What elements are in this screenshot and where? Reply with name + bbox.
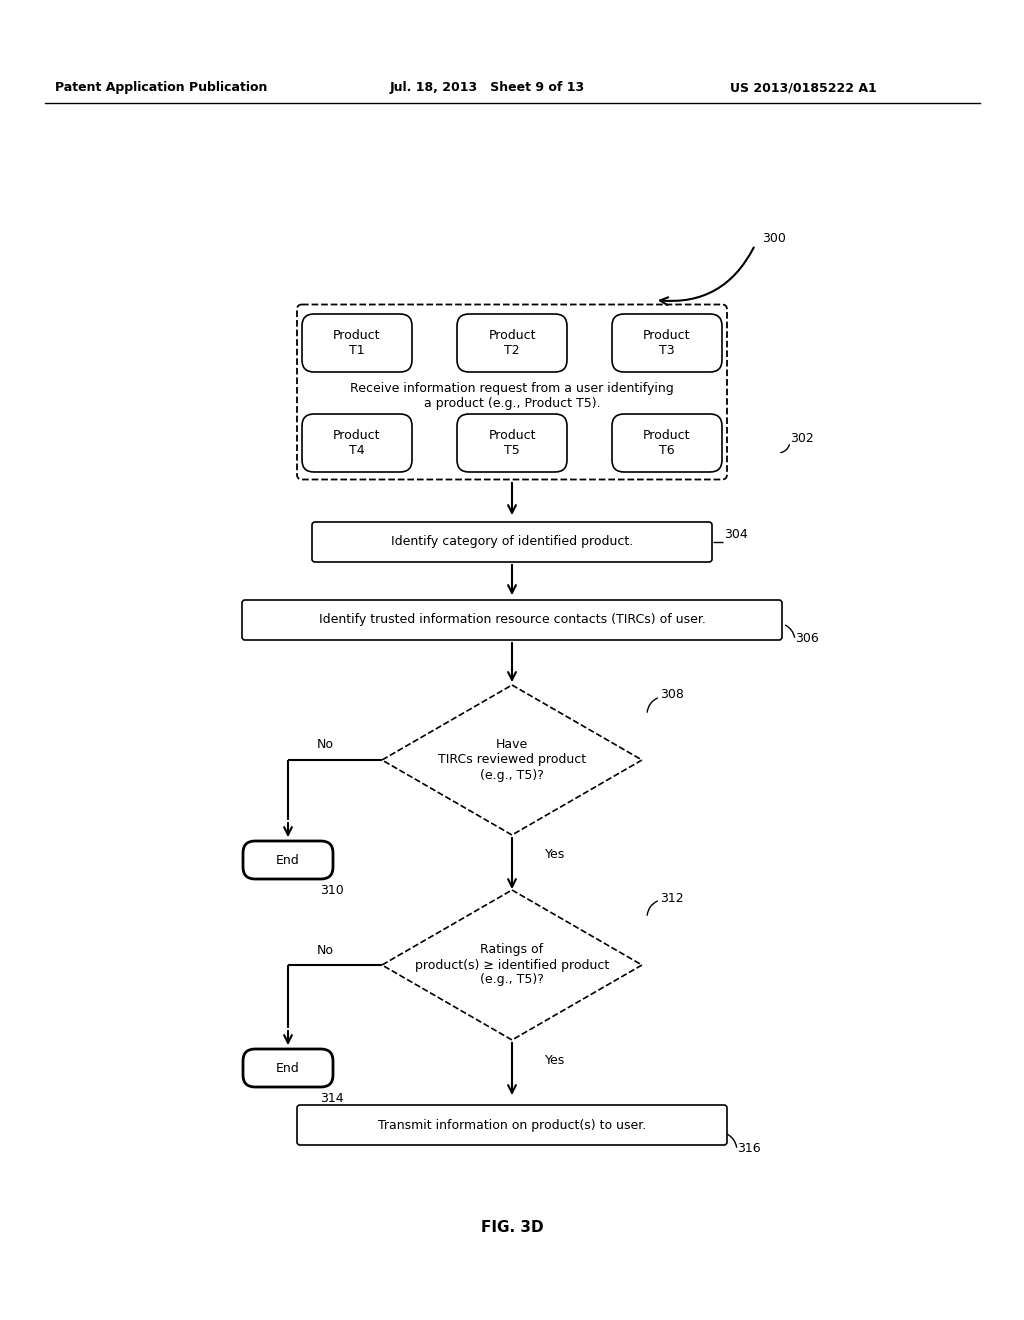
- Text: Yes: Yes: [545, 849, 565, 862]
- Text: FIG. 3D: FIG. 3D: [480, 1221, 544, 1236]
- Text: Yes: Yes: [545, 1053, 565, 1067]
- Text: 316: 316: [737, 1142, 761, 1155]
- Text: Have
TIRCs reviewed product
(e.g., T5)?: Have TIRCs reviewed product (e.g., T5)?: [438, 738, 586, 781]
- FancyBboxPatch shape: [302, 414, 412, 473]
- Text: 304: 304: [724, 528, 748, 541]
- FancyBboxPatch shape: [612, 314, 722, 372]
- Text: No: No: [316, 944, 334, 957]
- Text: 300: 300: [762, 231, 785, 244]
- Text: 314: 314: [319, 1092, 344, 1105]
- Text: Patent Application Publication: Patent Application Publication: [55, 82, 267, 95]
- Text: 306: 306: [795, 631, 819, 644]
- Text: End: End: [276, 1061, 300, 1074]
- FancyBboxPatch shape: [312, 521, 712, 562]
- Text: 308: 308: [660, 689, 684, 701]
- Text: Product
T5: Product T5: [488, 429, 536, 457]
- Polygon shape: [382, 890, 642, 1040]
- Polygon shape: [382, 685, 642, 836]
- FancyBboxPatch shape: [243, 1049, 333, 1086]
- Text: No: No: [316, 738, 334, 751]
- Text: Product
T3: Product T3: [643, 329, 691, 356]
- Text: 310: 310: [319, 883, 344, 896]
- Text: Product
T6: Product T6: [643, 429, 691, 457]
- Text: Jul. 18, 2013   Sheet 9 of 13: Jul. 18, 2013 Sheet 9 of 13: [390, 82, 585, 95]
- FancyBboxPatch shape: [457, 314, 567, 372]
- FancyBboxPatch shape: [243, 841, 333, 879]
- FancyBboxPatch shape: [302, 314, 412, 372]
- Text: 312: 312: [660, 891, 684, 904]
- FancyBboxPatch shape: [612, 414, 722, 473]
- Text: Ratings of
product(s) ≥ identified product
(e.g., T5)?: Ratings of product(s) ≥ identified produ…: [415, 944, 609, 986]
- Text: Transmit information on product(s) to user.: Transmit information on product(s) to us…: [378, 1118, 646, 1131]
- FancyBboxPatch shape: [457, 414, 567, 473]
- Text: Identify category of identified product.: Identify category of identified product.: [391, 536, 633, 549]
- FancyBboxPatch shape: [242, 601, 782, 640]
- FancyBboxPatch shape: [297, 1105, 727, 1144]
- Text: 302: 302: [790, 432, 814, 445]
- Text: Receive information request from a user identifying
a product (e.g., Product T5): Receive information request from a user …: [350, 381, 674, 411]
- Text: Product
T2: Product T2: [488, 329, 536, 356]
- Text: Identify trusted information resource contacts (TIRCs) of user.: Identify trusted information resource co…: [318, 614, 706, 627]
- FancyBboxPatch shape: [297, 305, 727, 479]
- Text: Product
T1: Product T1: [333, 329, 381, 356]
- Text: End: End: [276, 854, 300, 866]
- Text: US 2013/0185222 A1: US 2013/0185222 A1: [730, 82, 877, 95]
- Text: Product
T4: Product T4: [333, 429, 381, 457]
